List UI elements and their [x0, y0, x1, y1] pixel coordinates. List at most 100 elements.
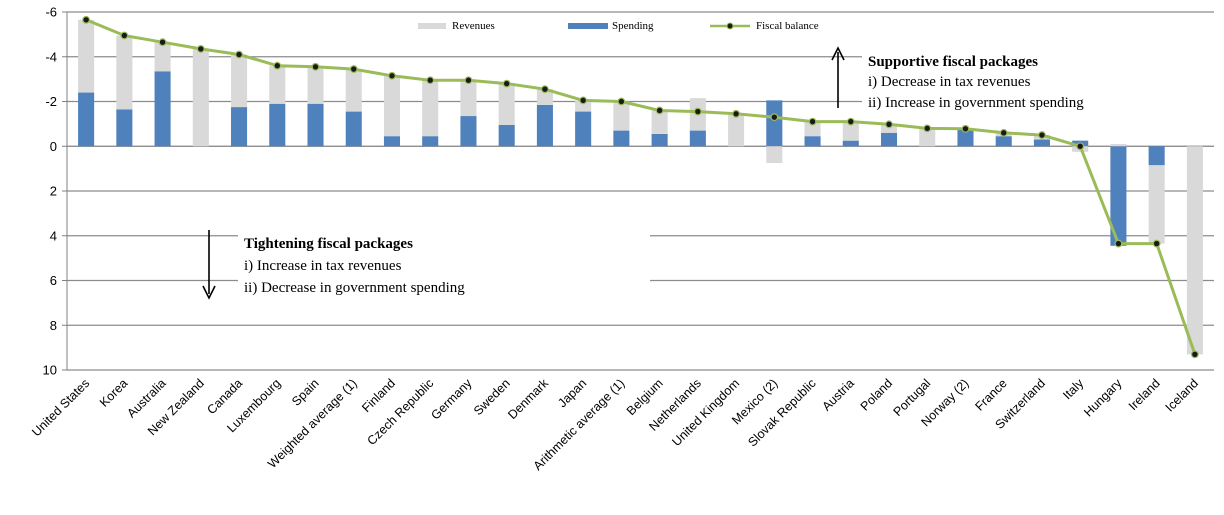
category-label: Hungary [1081, 376, 1125, 420]
bar-revenues [728, 113, 745, 147]
category-label: Italy [1060, 376, 1087, 403]
bar-revenues [1148, 165, 1165, 244]
bar-spending [269, 103, 286, 147]
bar-spending [154, 71, 171, 147]
fiscal-balance-point [311, 62, 320, 71]
fiscal-balance-point [1076, 142, 1085, 151]
bar-revenues [231, 54, 248, 108]
bar-revenues [651, 110, 668, 134]
bars [78, 19, 1203, 355]
tightening-line-1: i) Increase in tax revenues [244, 258, 402, 274]
tightening-line-2: ii) Decrease in government spending [244, 280, 465, 296]
y-tick-label: 0 [50, 139, 57, 154]
fiscal-balance-point [923, 124, 932, 133]
tightening-title: Tightening fiscal packages [244, 236, 413, 252]
fiscal-balance-point [1152, 239, 1161, 248]
supportive-line-1: i) Decrease in tax revenues [868, 74, 1031, 90]
fiscal-balance-point [273, 61, 282, 70]
category-label: United Kingdom [669, 376, 742, 449]
fiscal-balance-point [541, 85, 549, 94]
bar-revenues [880, 123, 898, 133]
y-tick-label: 8 [50, 318, 57, 333]
bar-revenues [804, 121, 821, 137]
bar-spending [1148, 146, 1165, 166]
bar-revenues [307, 66, 324, 104]
bar-spending [536, 104, 553, 147]
y-tick-label: 2 [50, 184, 57, 199]
bar-spending [651, 133, 668, 147]
fiscal-balance-point [655, 106, 664, 115]
fiscal-balance-point [196, 45, 205, 53]
bar-spending [498, 124, 515, 147]
fiscal-balance-point [617, 97, 626, 106]
supportive-annotation: Supportive fiscal packages i) Decrease i… [831, 46, 1084, 111]
bar-revenues [269, 65, 286, 104]
fiscal-balance-point [349, 65, 358, 73]
category-label: United States [29, 376, 92, 439]
bar-spending [116, 109, 133, 147]
bar-revenues [383, 75, 401, 137]
fiscal-balance-point [808, 117, 817, 126]
y-tick-label: 6 [50, 273, 57, 288]
bar-spending [1110, 146, 1127, 246]
category-label: Poland [858, 376, 895, 413]
fiscal-balance-point [158, 38, 167, 47]
fiscal-balance-point [464, 76, 473, 85]
fiscal-balance-point [235, 50, 243, 59]
category-label: Spain [289, 376, 322, 409]
category-label: Austria [819, 376, 856, 413]
down-arrowhead-icon [202, 285, 216, 300]
bar-spending [1033, 139, 1050, 147]
bar-revenues [575, 100, 592, 112]
bar-spending [78, 92, 95, 147]
fiscal-balance-point [120, 31, 129, 40]
y-tick-label: 4 [50, 228, 57, 243]
category-label: Czech Republic [365, 376, 437, 448]
bar-spending [231, 107, 248, 147]
supportive-title: Supportive fiscal packages [868, 54, 1038, 70]
legend-label-balance: Fiscal balance [756, 20, 819, 32]
up-arrowhead-icon [831, 46, 845, 61]
bar-spending [383, 136, 401, 147]
bar-spending [880, 132, 898, 147]
legend-swatch-spending [568, 23, 608, 29]
bar-spending [842, 140, 859, 147]
bar-revenues [498, 83, 515, 125]
fiscal-balance-point [1114, 239, 1123, 248]
bar-spending [345, 111, 362, 147]
category-label: Germany [428, 376, 475, 423]
supportive-annotation-bg [862, 50, 1224, 116]
bar-revenues [1186, 146, 1203, 355]
fiscal-balance-point [1190, 350, 1199, 359]
bar-revenues [78, 19, 95, 93]
bar-revenues [919, 128, 936, 147]
fiscal-balance-point [388, 71, 396, 80]
bar-spending [804, 136, 821, 147]
category-label: Slovak Republic [745, 376, 818, 449]
y-tick-label: -2 [45, 94, 57, 109]
y-tick-label: -6 [45, 5, 57, 20]
category-label: Iceland [1163, 376, 1201, 414]
bar-revenues [460, 80, 477, 117]
bar-revenues [116, 35, 133, 110]
fiscal-balance-point [426, 76, 435, 85]
bar-revenues [422, 80, 439, 137]
legend: Revenues Spending Fiscal balance [408, 14, 836, 36]
fiscal-balance-point [1038, 131, 1046, 139]
legend-label-revenues: Revenues [452, 20, 495, 32]
tightening-annotation: Tightening fiscal packages i) Increase i… [202, 230, 465, 300]
bar-revenues [842, 121, 859, 141]
fiscal-balance-point [82, 15, 91, 24]
bar-spending [613, 130, 630, 147]
y-tick-label: -4 [45, 49, 57, 64]
bar-spending [689, 130, 706, 147]
fiscal-balance-path [85, 18, 1197, 355]
category-label: France [972, 376, 1009, 413]
bar-revenues [192, 48, 209, 147]
fiscal-balance-point [999, 128, 1008, 137]
fiscal-balance-point [693, 107, 702, 116]
fiscal-balance-point [579, 96, 588, 105]
bar-spending [460, 116, 477, 147]
bar-revenues [154, 42, 171, 72]
